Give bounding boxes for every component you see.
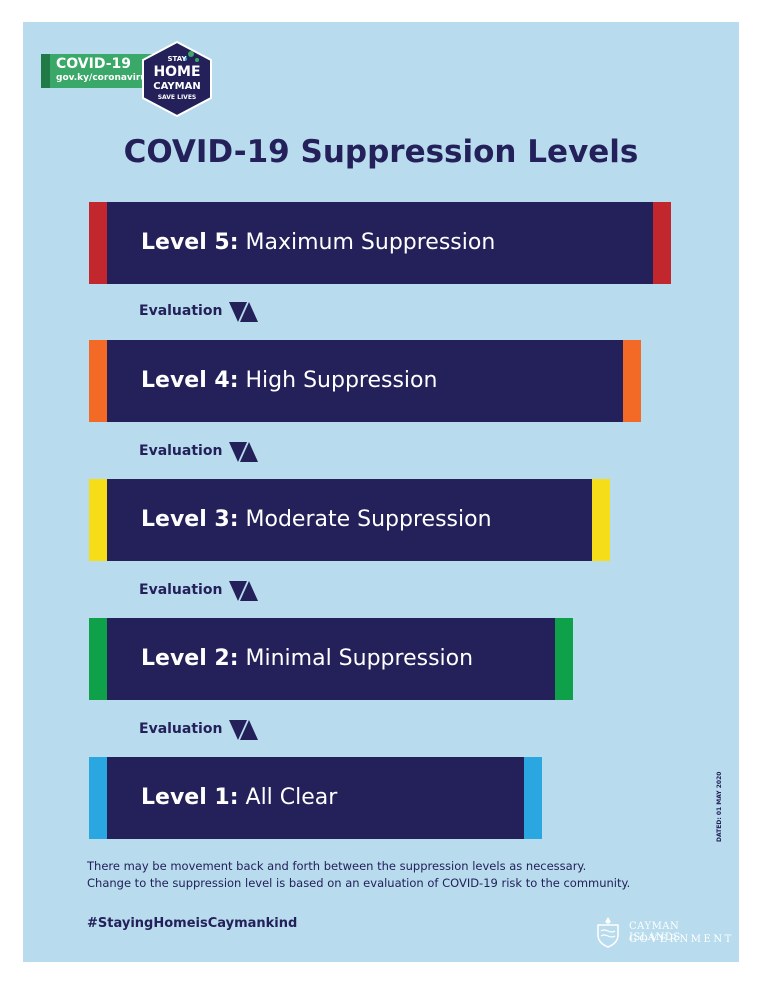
- level-1-prefix: Level 1:: [141, 785, 239, 810]
- level-5-prefix: Level 5:: [141, 230, 239, 255]
- poster: COVID-19 gov.ky/coronavirus STAY HOME CA…: [23, 22, 739, 962]
- note-line-2: Change to the suppression level is based…: [87, 876, 631, 890]
- government-logo: CAYMAN ISLANDS GOVERNMENT: [593, 915, 731, 951]
- level-5-label: Level 5: Maximum Suppression: [141, 202, 495, 284]
- footnotes: There may be movement back and forth bet…: [87, 858, 630, 892]
- level-2-prefix: Level 2:: [141, 646, 239, 671]
- level-1-left-accent: [89, 757, 107, 839]
- level-3-label: Level 3: Moderate Suppression: [141, 479, 492, 561]
- evaluation-label: Evaluation: [139, 582, 223, 598]
- level-4-label: Level 4: High Suppression: [141, 340, 437, 422]
- hashtag: #StayingHomeisCaymankind: [87, 916, 298, 931]
- level-3-left-accent: [89, 479, 107, 561]
- level-4-prefix: Level 4:: [141, 368, 239, 393]
- level-4-bar: Level 4: High Suppression: [89, 340, 641, 422]
- level-4-right-accent: [623, 340, 641, 422]
- level-2-right-accent: [555, 618, 573, 700]
- up-down-arrows-icon: [229, 581, 258, 601]
- badge-stay: STAY: [167, 55, 187, 63]
- government-line-1: CAYMAN ISLANDS: [629, 921, 681, 943]
- level-1-label: Level 1: All Clear: [141, 757, 337, 839]
- level-3-right-accent: [592, 479, 610, 561]
- level-1-name: All Clear: [245, 785, 338, 810]
- page-title: COVID-19 Suppression Levels: [123, 134, 639, 170]
- logo-covid-label: COVID-19: [56, 56, 132, 72]
- level-3-bar: Level 3: Moderate Suppression: [89, 479, 610, 561]
- badge-hexagon-icon: [142, 40, 212, 118]
- badge-cayman: CAYMAN: [153, 81, 201, 92]
- level-3-prefix: Level 3:: [141, 507, 239, 532]
- note-line-1: There may be movement back and forth bet…: [87, 859, 587, 873]
- up-down-arrows-icon: [229, 302, 258, 322]
- level-2-name: Minimal Suppression: [245, 646, 474, 671]
- level-4-left-accent: [89, 340, 107, 422]
- badge-save-lives: SAVE LIVES: [157, 94, 197, 101]
- level-5-name: Maximum Suppression: [245, 230, 496, 255]
- evaluation-label: Evaluation: [139, 721, 223, 737]
- stay-home-badge: STAY HOME CAYMAN SAVE LIVES: [141, 40, 213, 118]
- level-2-bar: Level 2: Minimal Suppression: [89, 618, 573, 700]
- level-5-left-accent: [89, 202, 107, 284]
- evaluation-label: Evaluation: [139, 303, 223, 319]
- level-4-name: High Suppression: [245, 368, 438, 393]
- level-1-bar: Level 1: All Clear: [89, 757, 542, 839]
- up-down-arrows-icon: [229, 720, 258, 740]
- level-5-bar: Level 5: Maximum Suppression: [89, 202, 671, 284]
- coat-of-arms-icon: [597, 917, 619, 948]
- level-1-right-accent: [524, 757, 542, 839]
- dated-label: DATED: 01 MAY 2020: [716, 771, 723, 842]
- up-down-arrows-icon: [229, 442, 258, 462]
- evaluation-label: Evaluation: [139, 443, 223, 459]
- government-line-2: GOVERNMENT: [629, 934, 734, 945]
- level-5-right-accent: [653, 202, 671, 284]
- level-2-label: Level 2: Minimal Suppression: [141, 618, 473, 700]
- badge-home: HOME: [153, 64, 201, 80]
- logo-url: gov.ky/coronavirus: [56, 73, 153, 83]
- logo-tag-bar: [41, 54, 50, 88]
- level-3-name: Moderate Suppression: [245, 507, 492, 532]
- level-2-left-accent: [89, 618, 107, 700]
